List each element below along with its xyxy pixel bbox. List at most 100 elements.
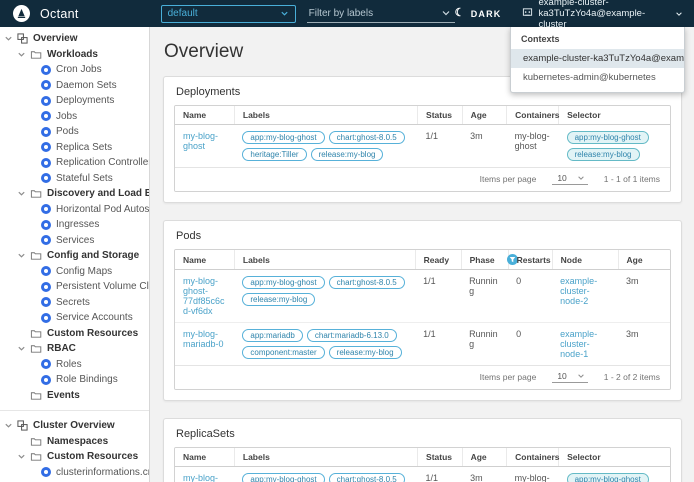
sidebar-item-events[interactable]: Events <box>0 388 149 404</box>
label-badge[interactable]: heritage:Tiller <box>242 148 307 161</box>
cards: Deployments Name Labels Status Age Containers… <box>163 76 682 482</box>
sidebar-item-pods[interactable]: Pods <box>0 124 149 140</box>
sidebar-item-persistent-volume-claims[interactable]: Persistent Volume Claims <box>0 279 149 295</box>
column-header-label: Name <box>183 110 207 120</box>
label-badge[interactable]: app:my-blog-ghost <box>242 131 325 144</box>
sidebar-item-role-bindings[interactable]: Role Bindings <box>0 372 149 388</box>
cell-value: 3m <box>470 131 483 141</box>
sidebar-item-deployments[interactable]: Deployments <box>0 93 149 109</box>
label-badge[interactable]: component:master <box>242 346 325 359</box>
overview-icon <box>17 33 28 44</box>
sidebar-item-horizontal-pod-autoscalers[interactable]: Horizontal Pod Autoscalers <box>0 202 149 218</box>
dark-theme-toggle[interactable]: ☾ DARK <box>455 8 502 19</box>
column-header-containers: Containers <box>506 106 560 125</box>
context-menu: Contexts example-cluster-ka3TuTzYo4a@exa… <box>510 27 685 93</box>
resource-icon <box>41 173 51 184</box>
sidebar-item-label: Secrets <box>56 296 90 308</box>
sidebar-item-service-accounts[interactable]: Service Accounts <box>0 310 149 326</box>
sidebar-item-stateful-sets[interactable]: Stateful Sets <box>0 171 149 187</box>
card-title: Pods <box>176 230 202 242</box>
label-badge[interactable]: app:my-blog-ghost <box>242 473 325 482</box>
chevron-down-icon[interactable] <box>4 34 13 43</box>
label-badge[interactable]: release:my-blog <box>310 148 384 161</box>
chevron-down-icon[interactable] <box>17 452 26 461</box>
namespace-dropdown[interactable]: default <box>160 4 296 23</box>
resource-link[interactable]: example-cluster-node-1 <box>560 329 598 359</box>
folder-icon <box>30 451 42 462</box>
page-size-value: 10 <box>557 173 567 183</box>
label-badge[interactable]: chart:ghost-8.0.5 <box>328 131 405 144</box>
page-size-dropdown[interactable]: 10 <box>552 371 588 383</box>
label-badge[interactable]: release:my-blog <box>328 346 402 359</box>
sidebar-item-namespaces[interactable]: Namespaces <box>0 434 149 450</box>
chevron-down-icon[interactable] <box>17 189 26 198</box>
chevron-down-icon <box>577 174 585 182</box>
sidebar-item-discovery-and-load-balancing[interactable]: Discovery and Load Balancing <box>0 186 149 202</box>
cell-link: my-blog-ghost-77df85c6cd <box>175 466 235 482</box>
navigation-sidebar: Overview Workloads Cron Jobs Daemon Sets Dep… <box>0 27 150 482</box>
sidebar-item-services[interactable]: Services <box>0 233 149 249</box>
filter-icon[interactable] <box>506 254 518 265</box>
cell-text: Running <box>461 322 509 365</box>
cell-value: 0 <box>516 276 522 286</box>
sidebar-item-custom-resources[interactable]: Custom Resources <box>0 326 149 342</box>
context-menu-item[interactable]: example-cluster-ka3TuTzYo4a@example-clu.… <box>511 49 684 68</box>
chevron-down-icon[interactable] <box>4 421 13 430</box>
sidebar-item-replica-sets[interactable]: Replica Sets <box>0 140 149 156</box>
sidebar-item-roles[interactable]: Roles <box>0 357 149 373</box>
column-header-label: Containers <box>515 452 560 462</box>
context-selector-button[interactable]: example-cluster-ka3TuTzYo4a@example-clus… <box>522 0 684 30</box>
column-header-name: Name <box>175 448 235 467</box>
resource-link[interactable]: example-cluster-node-2 <box>560 276 598 306</box>
chevron-down-icon[interactable] <box>17 251 26 260</box>
sidebar-item-workloads[interactable]: Workloads <box>0 47 149 63</box>
label-badge[interactable]: release:my-blog <box>242 293 316 306</box>
cell-labels: app:mariadb chart:mariadb-6.13.0 component… <box>234 322 416 365</box>
column-header-label: Selector <box>567 452 601 462</box>
chevron-down-icon[interactable] <box>17 344 26 353</box>
column-header-age: Age <box>461 106 507 125</box>
label-badge[interactable]: app:mariadb <box>242 329 303 342</box>
sidebar-item-label: Config and Storage <box>47 250 140 262</box>
sidebar-item-cluster-overview[interactable]: Cluster Overview <box>0 418 149 434</box>
sidebar-item-daemon-sets[interactable]: Daemon Sets <box>0 78 149 94</box>
resource-link[interactable]: my-blog-ghost <box>183 131 219 151</box>
sidebar-item-label: Roles <box>56 358 82 370</box>
sidebar-item-cron-jobs[interactable]: Cron Jobs <box>0 62 149 78</box>
resource-link[interactable]: my-blog-ghost-77df85c6cd <box>183 473 219 482</box>
sidebar-item-custom-resources[interactable]: Custom Resources <box>0 449 149 465</box>
sidebar-item-secrets[interactable]: Secrets <box>0 295 149 311</box>
sidebar-item-config-and-storage[interactable]: Config and Storage <box>0 248 149 264</box>
label-badge[interactable]: app:my-blog-ghost <box>242 276 325 289</box>
sidebar-item-ingresses[interactable]: Ingresses <box>0 217 149 233</box>
selector-badge[interactable]: app:my-blog-ghost <box>566 131 649 144</box>
column-header-label: Name <box>183 452 207 462</box>
context-menu-item[interactable]: kubernetes-admin@kubernetes <box>523 72 656 83</box>
label-badge[interactable]: chart:ghost-8.0.5 <box>328 473 405 482</box>
resource-link[interactable]: my-blog-mariadb-0 <box>183 329 224 349</box>
chevron-down-icon[interactable] <box>17 50 26 59</box>
resource-link[interactable]: my-blog-ghost-77df85c6cd-vf6dx <box>183 276 225 316</box>
sidebar-item-label: Jobs <box>56 110 78 122</box>
sidebar-item-clusterinformations-crd-projec[interactable]: clusterinformations.crd.projec <box>0 465 149 481</box>
label-filter <box>306 4 455 23</box>
sidebar-item-config-maps[interactable]: Config Maps <box>0 264 149 280</box>
label-badge[interactable]: chart:ghost-8.0.5 <box>328 276 405 289</box>
sidebar-item-label: Deployments <box>56 95 115 107</box>
sidebar-item-overview[interactable]: Overview <box>0 31 149 47</box>
table-row: my-blog-ghost-77df85c6cd app:my-blog-ghos… <box>175 466 670 482</box>
page-title: Overview <box>164 41 244 62</box>
chevron-down-icon[interactable] <box>441 8 451 18</box>
sidebar-item-replication-controllers[interactable]: Replication Controllers <box>0 155 149 171</box>
label-badge[interactable]: chart:mariadb-6.13.0 <box>306 329 397 342</box>
page-size-dropdown[interactable]: 10 <box>552 173 588 185</box>
datagrid-footer: Items per page 10 1 - 2 of 2 items <box>175 365 670 389</box>
table-row: my-blog-ghost app:my-blog-ghost chart:ghos… <box>175 124 670 167</box>
sidebar-item-jobs[interactable]: Jobs <box>0 109 149 125</box>
sidebar-item-rbac[interactable]: RBAC <box>0 341 149 357</box>
selector-badge[interactable]: app:my-blog-ghost <box>566 473 649 482</box>
selector-badge[interactable]: release:my-blog <box>566 148 640 161</box>
sidebar-item-label: Custom Resources <box>47 327 139 339</box>
label-filter-input[interactable] <box>306 6 441 20</box>
